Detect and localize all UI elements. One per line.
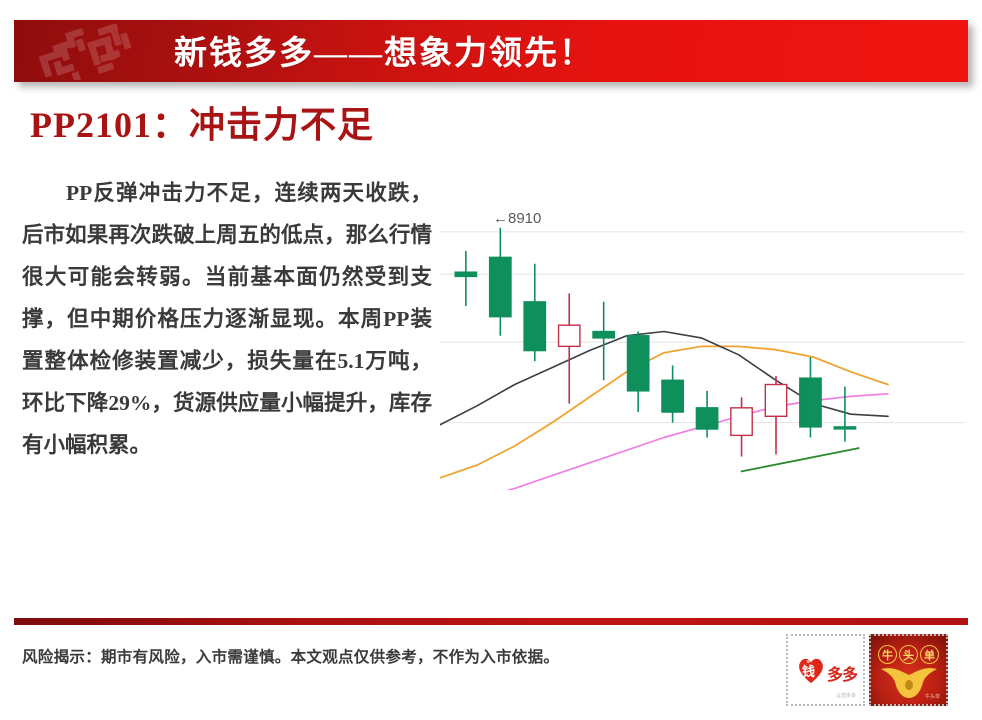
trendline <box>740 447 860 473</box>
body-paragraph: PP反弹冲击力不足，连续两天收跌，后市如果再次跌破上周五的低点，那么行情很大可能… <box>22 181 432 457</box>
candle-body <box>764 383 788 417</box>
candle-body <box>557 324 581 348</box>
ma-mid-line <box>440 345 889 479</box>
risk-disclaimer: 风险揭示：期市有风险，入市需谨慎。本文观点仅供参考，不作为入市依据。 <box>22 649 560 666</box>
candle-body <box>661 379 684 413</box>
bull-char-0: 牛 <box>878 645 897 664</box>
candle-body <box>695 407 719 430</box>
candle-body <box>626 335 650 392</box>
candlestick-chart: ←8910 <box>440 190 970 490</box>
niutoudan-logo: 牛 头 单 牛头单 <box>869 634 948 706</box>
logo-caption: 让您多多 <box>835 693 856 699</box>
candle-body <box>833 426 857 430</box>
bull-logo-caption: 牛头单 <box>924 694 940 700</box>
candle-body <box>454 271 478 278</box>
footer-logos: 钱 多多 让您多多 牛 头 单 牛头单 <box>786 634 952 708</box>
heart-icon <box>799 658 823 684</box>
candle-body <box>592 330 616 339</box>
bull-char-2: 单 <box>920 645 939 664</box>
candle-body <box>488 256 512 318</box>
footer-divider <box>14 618 968 625</box>
support-trendline <box>740 447 860 473</box>
price-callout-label: ←8910 <box>493 210 542 227</box>
bull-head-icon <box>880 668 937 698</box>
qianduoduo-logo: 钱 多多 让您多多 <box>786 634 865 706</box>
candle-body <box>799 377 822 428</box>
candle-series <box>454 227 857 457</box>
bull-char-row: 牛 头 单 <box>874 645 943 664</box>
logo-char-qian: 钱 <box>802 664 816 679</box>
bull-char-1: 头 <box>899 645 918 664</box>
candle-body <box>523 301 547 352</box>
candle-body <box>730 407 753 437</box>
header-title: 新钱多多——想象力领先！ <box>174 36 594 73</box>
logo-char-duoduo: 多多 <box>827 667 858 684</box>
header-banner: 新钱多多——想象力领先！ <box>14 20 968 82</box>
chart-svg <box>440 227 965 490</box>
chinese-knot-emblem <box>32 24 152 80</box>
page-title: PP2101：冲击力不足 <box>30 105 374 145</box>
